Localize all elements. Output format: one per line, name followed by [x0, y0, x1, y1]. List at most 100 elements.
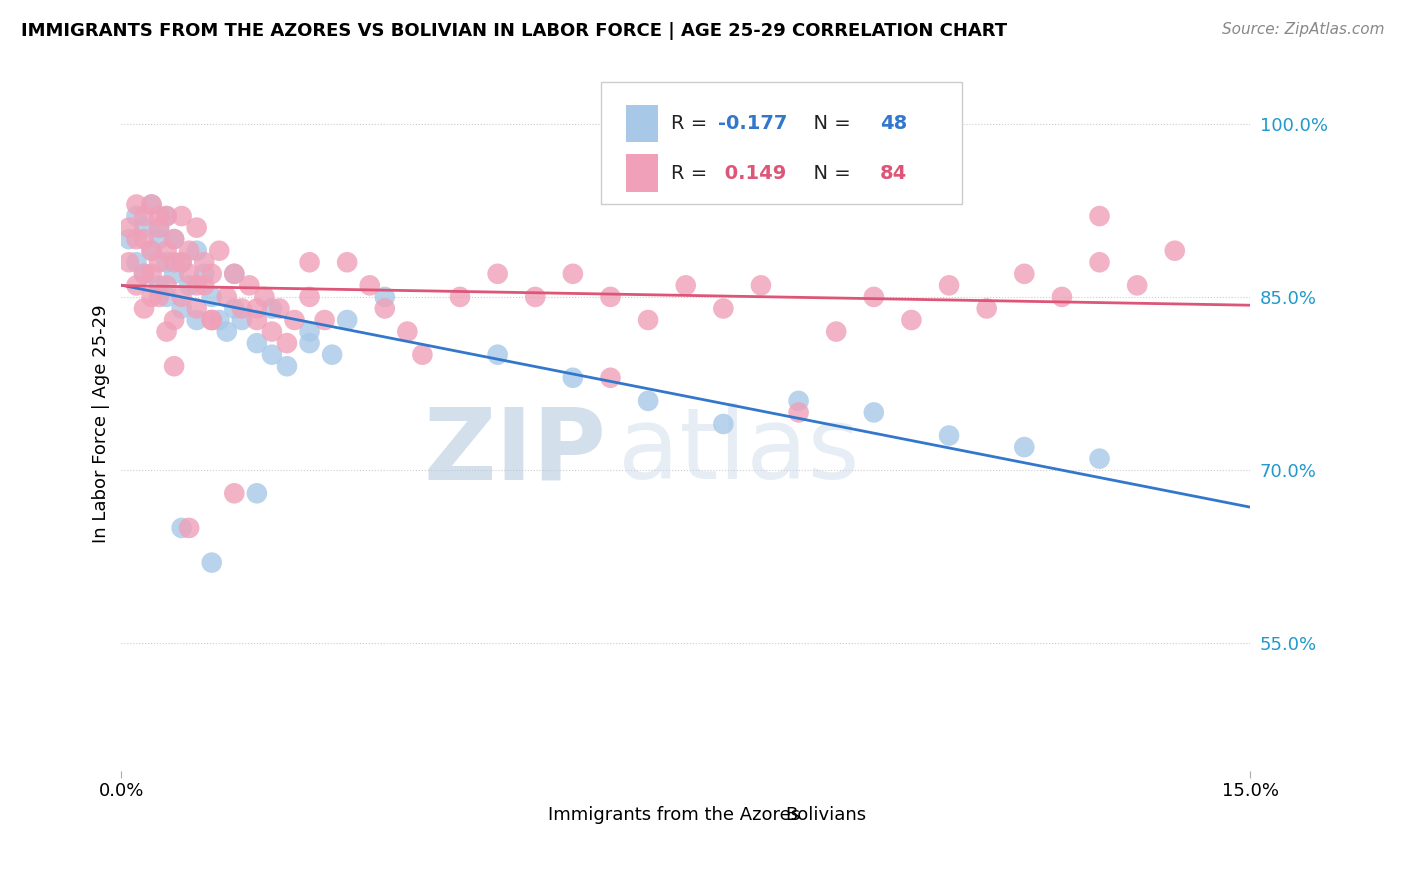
Immigrants from the Azores [336, 313, 359, 327]
Immigrants from the Azores [561, 371, 583, 385]
Bolivians [862, 290, 884, 304]
Bolivians [260, 325, 283, 339]
Bolivians [561, 267, 583, 281]
Bolivians [314, 313, 336, 327]
Immigrants from the Azores [260, 301, 283, 316]
Text: -0.177: -0.177 [718, 114, 787, 133]
Bolivians [336, 255, 359, 269]
Text: Source: ZipAtlas.com: Source: ZipAtlas.com [1222, 22, 1385, 37]
Bolivians [163, 359, 186, 374]
Immigrants from the Azores [155, 209, 177, 223]
Bolivians [193, 278, 215, 293]
Bolivians [163, 313, 186, 327]
Bolivians [208, 244, 231, 258]
Bolivians [132, 209, 155, 223]
Bolivians [118, 255, 141, 269]
Bolivians [163, 255, 186, 269]
Immigrants from the Azores [170, 301, 193, 316]
Immigrants from the Azores [231, 313, 253, 327]
Bolivians [155, 325, 177, 339]
Immigrants from the Azores [163, 232, 186, 246]
Bolivians [231, 301, 253, 316]
Immigrants from the Azores [132, 220, 155, 235]
Bolivians [186, 220, 208, 235]
Immigrants from the Azores [201, 556, 224, 570]
Immigrants from the Azores [246, 486, 269, 500]
Bolivians [132, 232, 155, 246]
Bolivians [224, 486, 246, 500]
Text: R =: R = [671, 163, 714, 183]
Immigrants from the Azores [298, 336, 321, 351]
Bolivians [1164, 244, 1187, 258]
Bolivians [148, 290, 170, 304]
Bolivians [132, 301, 155, 316]
Bolivians [298, 290, 321, 304]
Bolivians [155, 244, 177, 258]
Bolivians [141, 197, 163, 211]
Immigrants from the Azores [148, 278, 170, 293]
Bolivians [524, 290, 547, 304]
Immigrants from the Azores [246, 336, 269, 351]
Bolivians [374, 301, 396, 316]
Bolivians [141, 290, 163, 304]
Bolivians [1126, 278, 1149, 293]
Bolivians [787, 405, 810, 419]
Immigrants from the Azores [163, 267, 186, 281]
Bolivians [900, 313, 922, 327]
Bolivians [125, 232, 148, 246]
Bolivians [201, 313, 224, 327]
Text: Immigrants from the Azores: Immigrants from the Azores [548, 805, 800, 824]
Text: N =: N = [801, 163, 856, 183]
Bolivians [193, 255, 215, 269]
Bolivians [711, 301, 734, 316]
Bar [626, 104, 658, 143]
Bar [626, 154, 658, 192]
Immigrants from the Azores [170, 255, 193, 269]
Text: Bolivians: Bolivians [785, 805, 866, 824]
Bolivians [148, 255, 170, 269]
Bolivians [637, 313, 659, 327]
Immigrants from the Azores [224, 301, 246, 316]
Immigrants from the Azores [125, 209, 148, 223]
Bolivians [599, 371, 621, 385]
Immigrants from the Azores [374, 290, 396, 304]
Bolivians [246, 301, 269, 316]
Text: 84: 84 [880, 163, 907, 183]
Bolivians [599, 290, 621, 304]
Immigrants from the Azores [224, 267, 246, 281]
Bolivians [125, 197, 148, 211]
Bolivians [396, 325, 419, 339]
Bolivians [238, 278, 260, 293]
Bolivians [155, 209, 177, 223]
Bolivians [141, 244, 163, 258]
Bolivians [976, 301, 998, 316]
Bolivians [201, 313, 224, 327]
Bolivians [179, 267, 201, 281]
Bolivians [170, 255, 193, 269]
Immigrants from the Azores [132, 267, 155, 281]
Bolivians [749, 278, 772, 293]
Bolivians [148, 209, 170, 223]
Bolivians [201, 267, 224, 281]
Text: 48: 48 [880, 114, 907, 133]
Bolivians [1014, 267, 1036, 281]
FancyBboxPatch shape [602, 82, 962, 203]
Bolivians [1050, 290, 1073, 304]
Immigrants from the Azores [170, 521, 193, 535]
Immigrants from the Azores [148, 220, 170, 235]
Immigrants from the Azores [179, 278, 201, 293]
Y-axis label: In Labor Force | Age 25-29: In Labor Force | Age 25-29 [93, 305, 110, 543]
Text: R =: R = [671, 114, 714, 133]
Bolivians [224, 267, 246, 281]
Bolivians [298, 255, 321, 269]
Immigrants from the Azores [155, 255, 177, 269]
Bar [754, 807, 779, 822]
Immigrants from the Azores [141, 244, 163, 258]
Bolivians [246, 313, 269, 327]
Immigrants from the Azores [298, 325, 321, 339]
Bolivians [132, 267, 155, 281]
Immigrants from the Azores [938, 428, 960, 442]
Bolivians [215, 290, 238, 304]
Immigrants from the Azores [141, 197, 163, 211]
Text: 0.149: 0.149 [718, 163, 787, 183]
